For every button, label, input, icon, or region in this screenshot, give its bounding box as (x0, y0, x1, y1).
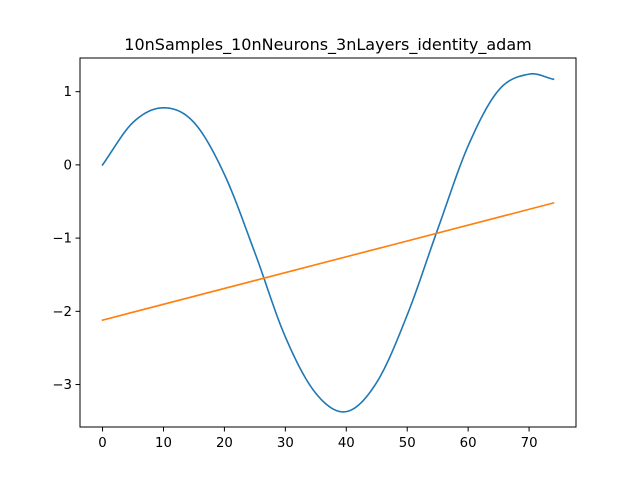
y-tick-label: 1 (64, 85, 72, 100)
x-tick-label: 70 (521, 436, 538, 451)
x-tick-label: 30 (277, 436, 294, 451)
y-axis-ticks: 1 0 −1 −2 −3 (52, 85, 80, 393)
series-layer (101, 73, 555, 413)
x-tick-label: 20 (216, 436, 233, 451)
y-tick-label: −2 (52, 305, 72, 320)
series-line-1 (101, 73, 555, 413)
y-tick-label: −1 (52, 232, 72, 247)
x-tick-label: 50 (399, 436, 416, 451)
axes-frame (79, 57, 577, 428)
x-tick-label: 40 (338, 436, 355, 451)
x-tick-label: 10 (155, 436, 172, 451)
y-tick-label: −3 (52, 378, 72, 393)
chart-title: 10nSamples_10nNeurons_3nLayers_identity_… (124, 35, 531, 55)
x-tick-label: 60 (460, 436, 477, 451)
series-line-2 (101, 201, 555, 322)
y-tick-label: 0 (64, 158, 72, 173)
x-tick-label: 0 (98, 436, 106, 451)
x-axis-ticks: 0 10 20 30 40 50 60 70 (98, 427, 538, 451)
